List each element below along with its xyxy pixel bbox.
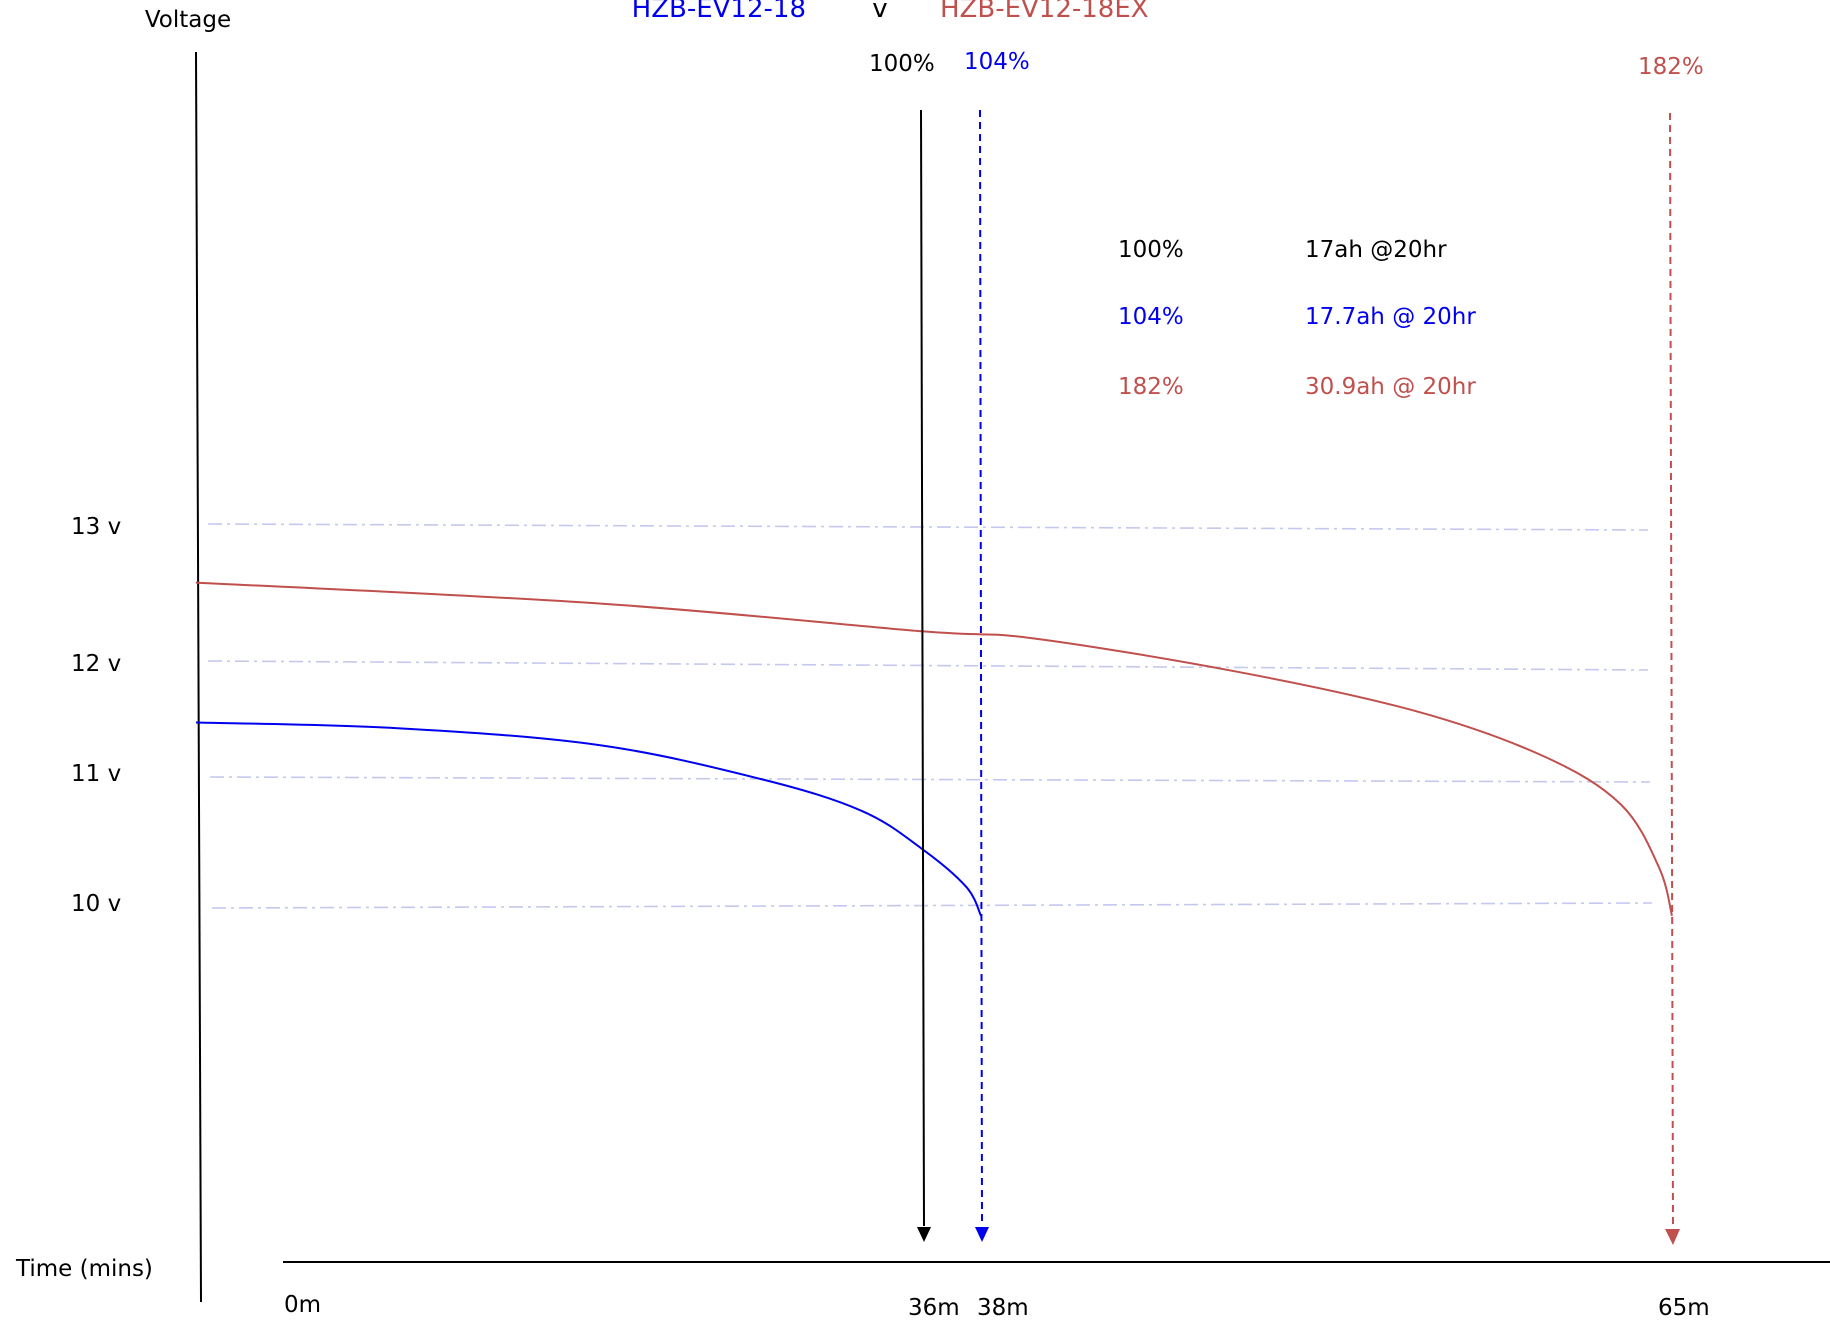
y-tick-13v: 13 v <box>71 514 121 540</box>
x-tick-65m: 65m <box>1658 1295 1710 1321</box>
y-axis <box>195 51 202 1303</box>
y-tick-10v: 10 v <box>71 891 121 917</box>
red-end-label: 182% <box>1638 54 1704 80</box>
series-line-hzb-ev12-18 <box>195 721 982 917</box>
reference-arrow-line <box>920 109 925 1227</box>
legend-row-2-capacity: 17.7ah @ 20hr <box>1305 304 1476 330</box>
reference-label: 100% <box>869 51 935 77</box>
chart-title-separator: v <box>872 0 887 24</box>
legend-row-3-capacity: 30.9ah @ 20hr <box>1305 374 1476 400</box>
y-tick-12v: 12 v <box>71 651 121 677</box>
chart-title-left: HZB-EV12-18 <box>632 0 806 24</box>
red-end-arrow-head <box>1665 1229 1680 1245</box>
red-end-arrow-line <box>1669 112 1674 1229</box>
gridlines <box>207 523 1653 909</box>
legend-row-3-pct: 182% <box>1118 374 1184 400</box>
y-tick-11v: 11 v <box>71 761 121 787</box>
blue-end-arrow-head <box>975 1227 989 1242</box>
legend-row-1-pct: 100% <box>1118 237 1184 263</box>
legend-row-2-pct: 104% <box>1118 304 1184 330</box>
x-axis-label: Time (mins) <box>15 1256 153 1282</box>
x-tick-0m: 0m <box>284 1292 321 1318</box>
x-tick-36m: 36m <box>908 1295 960 1321</box>
legend-row-1-capacity: 17ah @20hr <box>1305 237 1447 263</box>
series-line-hzb-ev12-18ex <box>195 581 1673 917</box>
gridline-11v <box>209 776 1651 783</box>
y-axis-label: Voltage <box>145 7 231 33</box>
reference-arrow-head <box>917 1227 931 1242</box>
blue-end-label: 104% <box>964 49 1030 75</box>
blue-end-arrow-line <box>979 109 983 1227</box>
gridline-13v <box>207 523 1649 531</box>
gridline-12v <box>207 660 1649 671</box>
x-tick-38m: 38m <box>977 1295 1029 1321</box>
chart-title-right: HZB-EV12-18EX <box>940 0 1149 24</box>
gridline-10v <box>211 902 1653 909</box>
